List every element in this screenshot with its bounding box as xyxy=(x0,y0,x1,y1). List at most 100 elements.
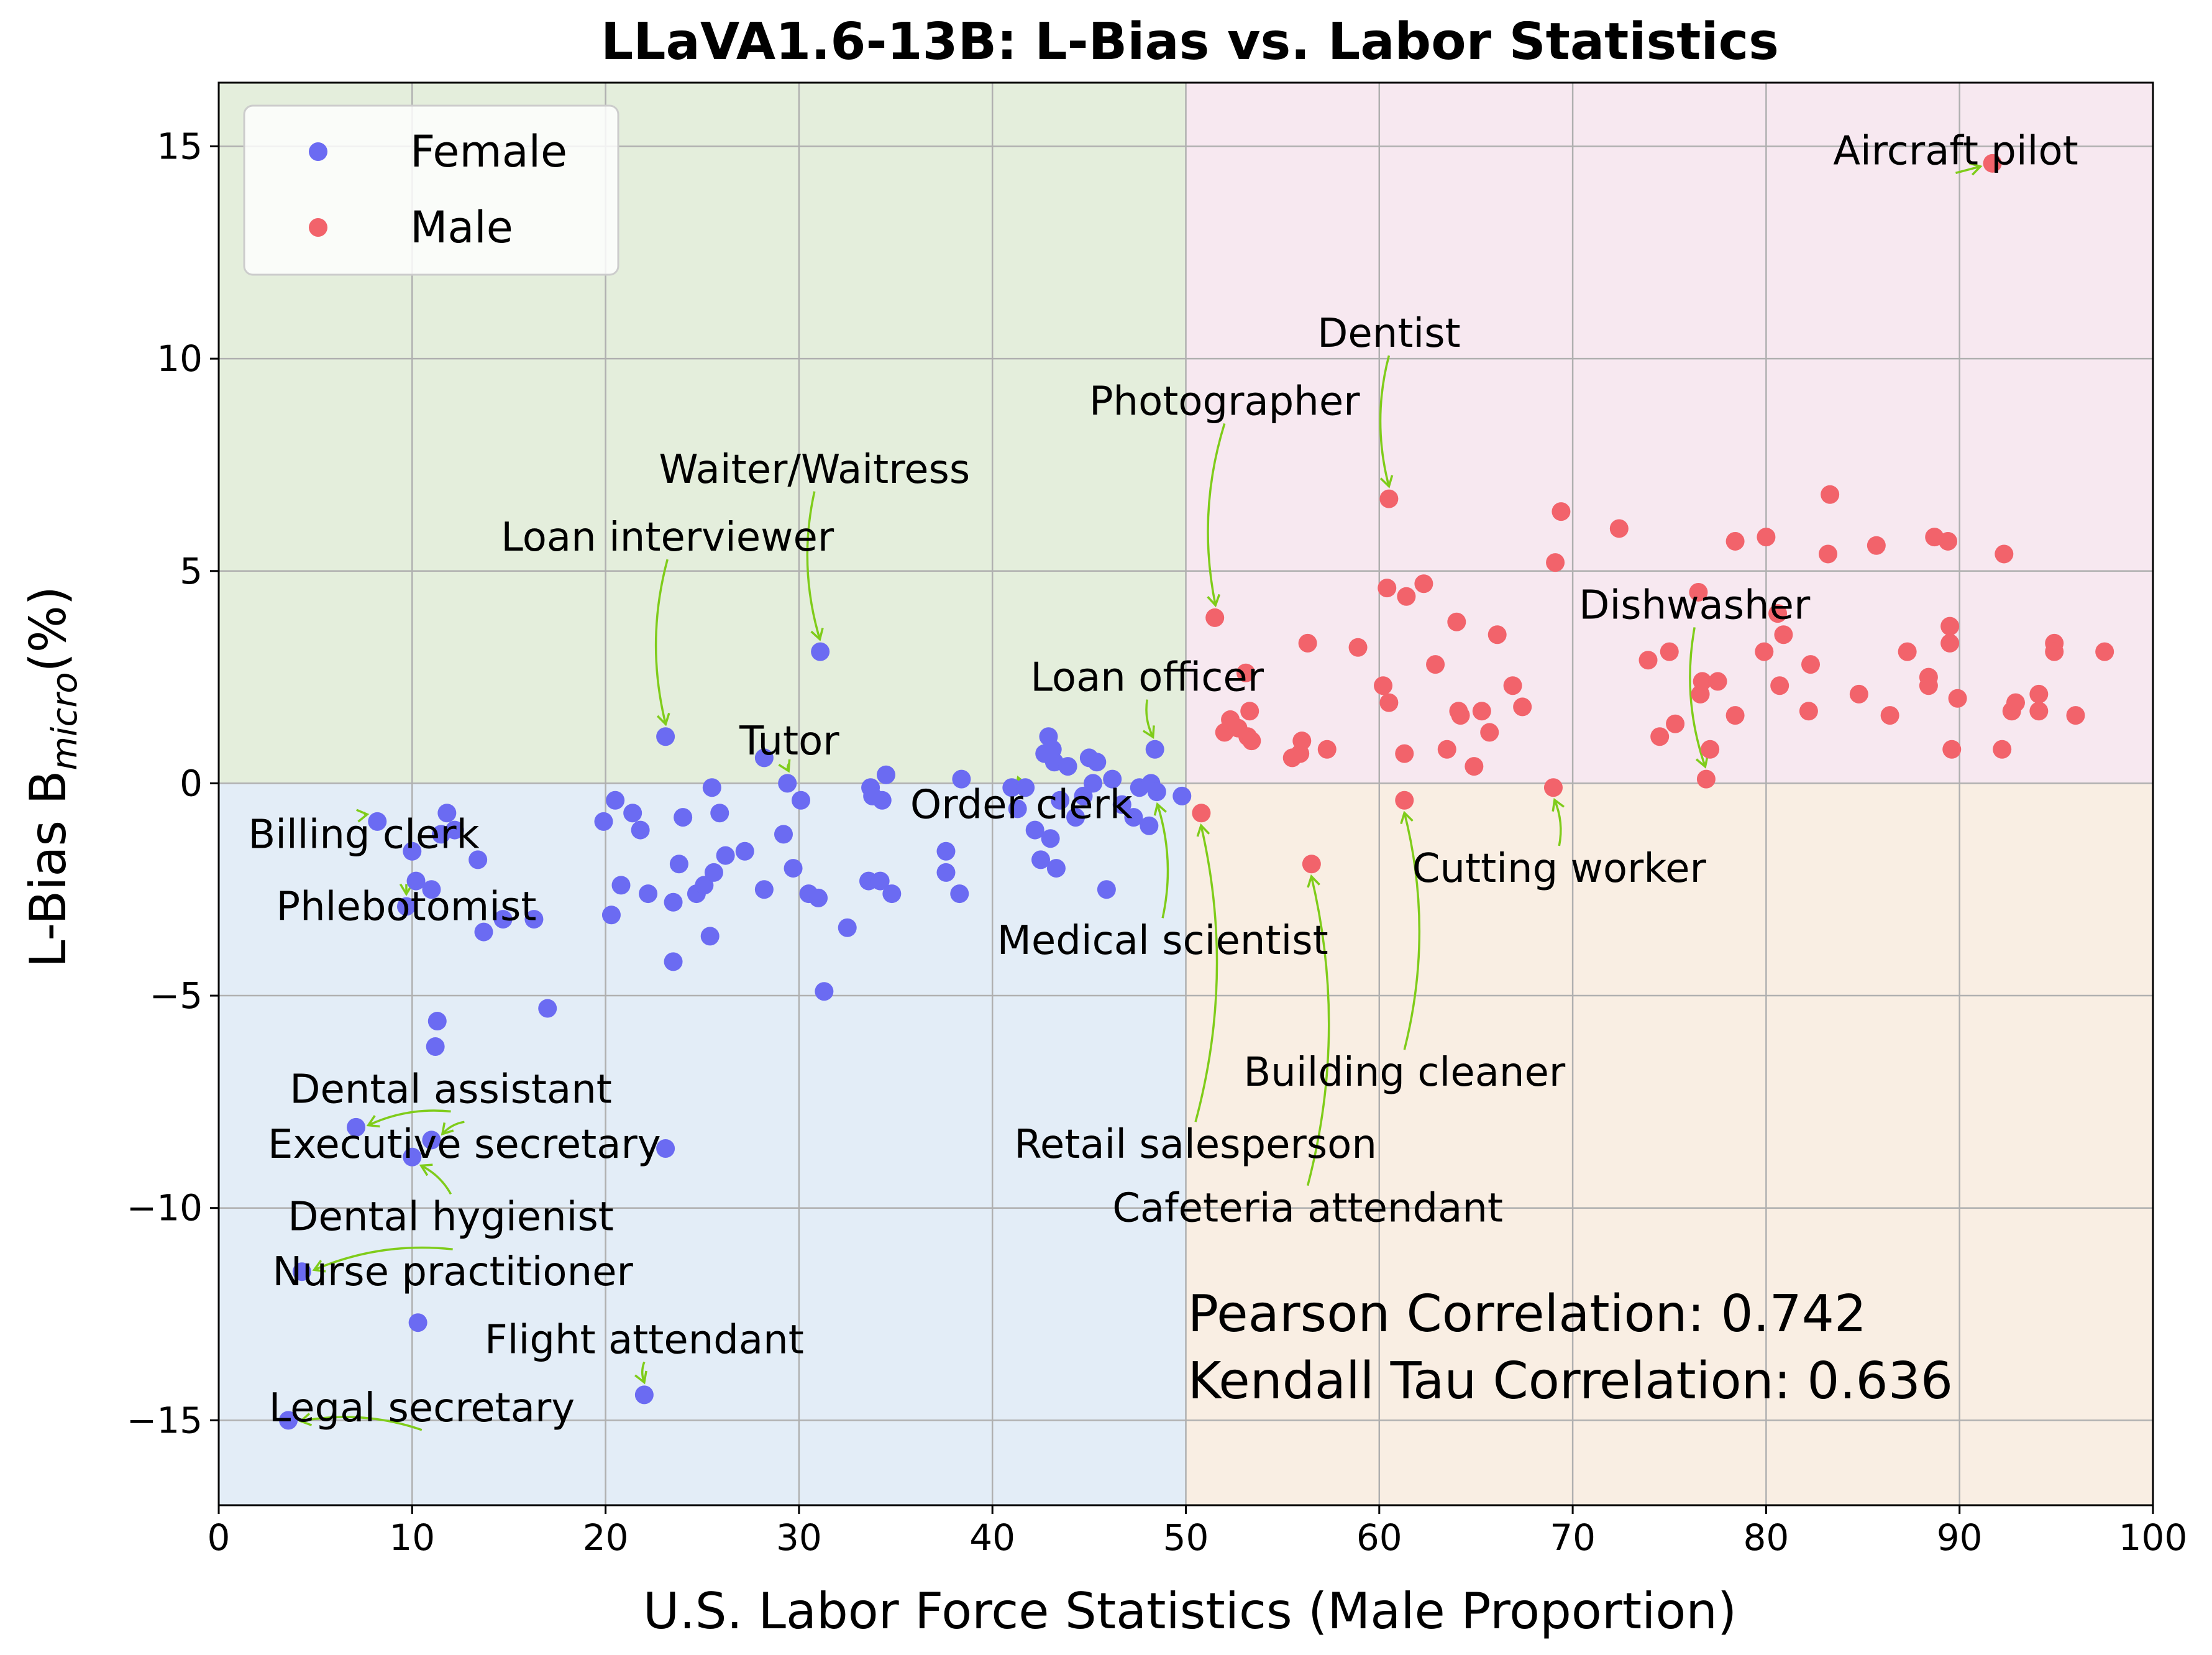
male-point xyxy=(1472,702,1491,721)
male-point xyxy=(1451,706,1470,725)
female-point xyxy=(623,804,642,823)
female-point xyxy=(1124,808,1143,827)
female-point xyxy=(1097,880,1116,899)
female-point xyxy=(656,1139,675,1158)
annotation-arrow xyxy=(420,1164,452,1195)
male-point xyxy=(1821,485,1840,504)
annotation-label: Nurse practitioner xyxy=(273,1249,634,1295)
female-point xyxy=(792,791,811,810)
male-point xyxy=(1757,528,1776,547)
female-point xyxy=(611,876,631,895)
male-point xyxy=(1819,544,1838,564)
female-point xyxy=(754,880,774,899)
male-point xyxy=(1379,693,1399,712)
annotation-label: Cutting worker xyxy=(1412,846,1707,892)
male-point xyxy=(1995,544,2014,564)
male-point xyxy=(1609,519,1629,538)
male-point xyxy=(1437,740,1456,759)
annotation-arrow xyxy=(1379,355,1391,487)
female-point xyxy=(809,888,828,907)
female-point xyxy=(656,727,675,746)
annotation-label: Building cleaner xyxy=(1243,1050,1565,1096)
annotation-arrowhead xyxy=(810,628,824,641)
x-tick-label: 10 xyxy=(389,1516,435,1559)
female-point xyxy=(1002,778,1021,797)
male-point xyxy=(1755,642,1774,661)
male-point xyxy=(1552,502,1571,521)
male-point xyxy=(1708,672,1727,691)
female-point xyxy=(811,642,830,661)
annotation-label: Executive secretary xyxy=(268,1122,661,1168)
male-point xyxy=(1770,676,1789,695)
male-point xyxy=(1242,731,1261,751)
x-tick-label: 40 xyxy=(969,1516,1015,1559)
annotation-arrowhead xyxy=(312,1260,326,1273)
female-point xyxy=(674,808,693,827)
male-point xyxy=(1374,676,1393,695)
annotation-label: Billing clerk xyxy=(248,812,479,858)
female-point xyxy=(664,952,683,971)
kendall-correlation: Kendall Tau Correlation: 0.636 xyxy=(1188,1352,1953,1411)
male-point xyxy=(1513,697,1532,717)
male-point xyxy=(1725,531,1745,551)
annotation-arrow xyxy=(313,1246,453,1271)
male-point xyxy=(1465,757,1484,776)
annotation-arrow xyxy=(1207,423,1226,606)
y-axis-title: L-Bias Bmicro(%) xyxy=(19,586,85,968)
male-point xyxy=(1503,676,1522,695)
male-point xyxy=(1317,740,1337,759)
male-point xyxy=(1378,579,1397,598)
annotation-arrowhead xyxy=(366,1115,380,1128)
male-point xyxy=(2066,706,2085,725)
male-point xyxy=(2029,702,2049,721)
female-point xyxy=(437,804,457,823)
annotation-arrow xyxy=(1194,825,1218,1122)
annotation-arrowhead xyxy=(656,712,670,727)
male-point xyxy=(2006,693,2025,712)
annotation-arrowhead xyxy=(1142,725,1155,740)
y-tick-label: −10 xyxy=(127,1187,203,1229)
female-point xyxy=(950,884,969,904)
female-point xyxy=(606,791,625,810)
male-point xyxy=(1948,689,1967,708)
legend-male-label: Male xyxy=(410,202,513,253)
female-point xyxy=(403,1147,422,1167)
female-point xyxy=(735,841,754,861)
female-point xyxy=(952,769,971,789)
annotation-arrowhead xyxy=(441,1122,454,1136)
y-tick-label: 15 xyxy=(157,125,203,167)
annotation-label: Waiter/Waitress xyxy=(659,447,970,493)
data-points xyxy=(279,154,2114,1430)
female-point xyxy=(815,982,834,1001)
male-point xyxy=(1880,706,1899,725)
male-point xyxy=(1898,642,1917,661)
female-point xyxy=(784,859,803,878)
chart-title: LLaVA1.6-13B: L-Bias vs. Labor Statistic… xyxy=(601,12,1779,71)
male-point xyxy=(1993,740,2012,759)
female-point xyxy=(936,841,956,861)
male-point xyxy=(1942,740,1962,759)
annotation-arrowhead xyxy=(1207,594,1221,608)
y-axis-title-main: L-Bias B xyxy=(19,771,77,968)
y-tick-label: −5 xyxy=(150,974,203,1017)
correlation-stats: Pearson Correlation: 0.742 Kendall Tau Co… xyxy=(1188,1285,1953,1411)
female-point xyxy=(403,841,422,861)
male-point xyxy=(1768,604,1788,623)
female-point xyxy=(408,1313,427,1332)
female-point xyxy=(445,820,464,840)
female-point xyxy=(634,1385,654,1405)
female-point xyxy=(1008,799,1027,818)
female-point xyxy=(1025,820,1044,840)
female-point xyxy=(1103,769,1122,789)
annotation-label: Photographer xyxy=(1089,378,1360,424)
male-point xyxy=(1725,706,1745,725)
male-point xyxy=(1292,731,1312,751)
x-tick-label: 100 xyxy=(2119,1516,2188,1559)
annotation-label: Flight attendant xyxy=(485,1318,804,1364)
annotation-arrow xyxy=(1553,799,1562,846)
female-point xyxy=(1112,795,1131,814)
male-point xyxy=(1426,655,1445,674)
annotation-label: Cafeteria attendant xyxy=(1112,1186,1503,1232)
x-tick-label: 70 xyxy=(1550,1516,1596,1559)
female-point xyxy=(710,804,729,823)
